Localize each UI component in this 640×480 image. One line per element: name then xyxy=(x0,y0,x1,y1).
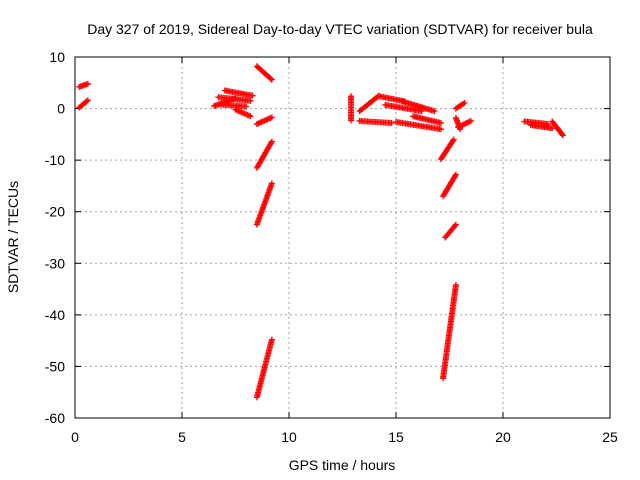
y-tick-label: 0 xyxy=(57,101,65,117)
x-tick-label: 15 xyxy=(388,429,404,445)
data-point xyxy=(83,98,90,105)
data-point xyxy=(558,131,565,138)
data-point xyxy=(268,180,275,187)
x-tick-label: 0 xyxy=(71,429,79,445)
data-point xyxy=(268,114,275,121)
data-point xyxy=(461,99,468,106)
data-point xyxy=(431,108,438,115)
data-point xyxy=(268,138,275,145)
plot-frame xyxy=(74,56,611,419)
data-point xyxy=(268,336,275,343)
data-point xyxy=(449,137,456,144)
x-tick-label: 5 xyxy=(178,429,186,445)
x-tick-label: 25 xyxy=(602,429,618,445)
y-tick-label: -50 xyxy=(45,358,65,374)
data-point xyxy=(452,281,459,288)
y-tick-label: -30 xyxy=(45,255,65,271)
data-points xyxy=(76,63,566,401)
data-point xyxy=(348,93,355,100)
data-point xyxy=(451,222,458,229)
data-point xyxy=(450,136,457,143)
y-tick-label: 10 xyxy=(49,49,65,65)
data-point xyxy=(267,75,274,82)
data-point xyxy=(457,126,464,133)
data-point xyxy=(84,97,91,104)
y-tick-label: -10 xyxy=(45,152,65,168)
x-tick-label: 20 xyxy=(495,429,511,445)
data-point xyxy=(437,126,444,133)
data-point xyxy=(452,171,459,178)
x-tick-label: 10 xyxy=(281,429,297,445)
data-point xyxy=(388,120,395,127)
data-point xyxy=(268,76,275,83)
y-tick-label: -40 xyxy=(45,307,65,323)
y-tick-label: -60 xyxy=(45,410,65,426)
data-point xyxy=(437,120,444,127)
data-point xyxy=(84,80,91,87)
data-point xyxy=(452,221,459,228)
data-point xyxy=(243,103,250,110)
x-axis-label: GPS time / hours xyxy=(289,457,396,473)
data-point xyxy=(247,97,254,104)
y-axis-label: SDTVAR / TECUs xyxy=(5,181,21,293)
data-point xyxy=(247,113,254,120)
chart-title: Day 327 of 2019, Sidereal Day-to-day VTE… xyxy=(87,21,593,37)
grid xyxy=(75,57,610,418)
y-tick-label: -20 xyxy=(45,204,65,220)
data-point xyxy=(467,117,474,124)
data-point xyxy=(559,132,566,139)
data-point xyxy=(249,92,256,99)
axis-ticks: 0 5 10 15 20 25 -60 -50 -40 -30 -20 -10 0 10 xyxy=(45,49,618,445)
